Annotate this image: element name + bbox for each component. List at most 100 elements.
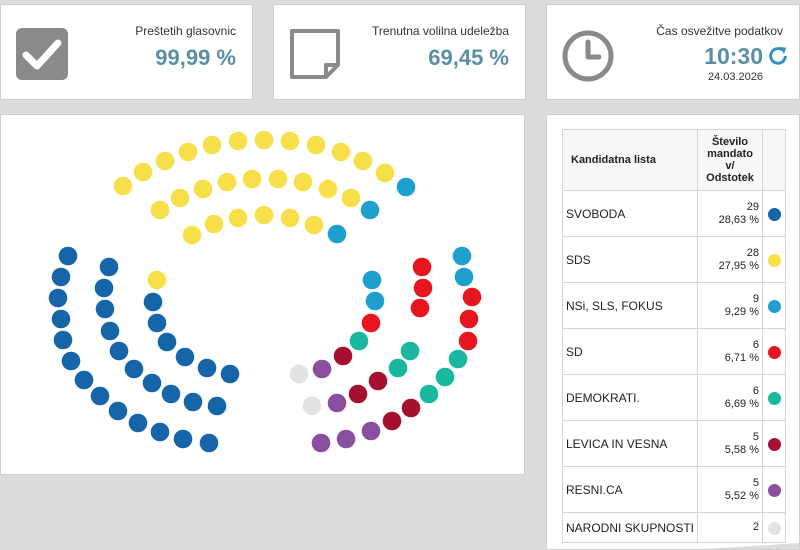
seat-dot	[327, 224, 347, 244]
seat-dot	[204, 214, 224, 234]
seat-dot	[182, 225, 202, 245]
seat-dot	[341, 188, 361, 208]
party-result: 28 27,95 %	[697, 236, 763, 283]
party-color-dot	[767, 253, 781, 267]
seat-dot	[333, 346, 353, 366]
seat-dot	[155, 151, 175, 171]
party-result: 9 9,29 %	[697, 282, 763, 329]
seat-dot	[161, 384, 181, 404]
refresh-time-label: Čas osvežitve podatkov	[656, 24, 783, 38]
table-row: SDS 28 27,95 %	[562, 236, 786, 283]
party-color-dot	[767, 207, 781, 221]
counted-ballots-value: 99,99 %	[155, 45, 236, 70]
table-row: LEVICA IN VESNA 5 5,58 %	[562, 420, 786, 467]
party-result: 6 6,71 %	[697, 328, 763, 375]
seat-dot	[349, 331, 369, 351]
seat-hemicycle	[48, 130, 482, 453]
seat-dot	[268, 169, 288, 189]
seat-dot	[280, 208, 300, 228]
turnout-value: 69,45 %	[428, 45, 509, 70]
seat-dot	[304, 215, 324, 235]
seat-dot	[178, 142, 198, 162]
party-name: SDS	[562, 236, 698, 283]
party-name: DEMOKRATI.	[562, 374, 698, 421]
seat-dot	[143, 292, 163, 312]
seat-dot	[142, 373, 162, 393]
party-color-dot	[767, 483, 781, 497]
card-corner	[704, 543, 799, 549]
seat-dot	[124, 359, 144, 379]
party-color-dot	[767, 299, 781, 313]
party-name: NSi, SLS, FOKUS	[562, 282, 698, 329]
seat-dot	[150, 422, 170, 442]
table-row: SVOBODA 29 28,63 %	[562, 190, 786, 237]
seat-dot	[133, 162, 153, 182]
seat-dot	[280, 131, 300, 151]
seat-dot	[94, 278, 114, 298]
seat-dot	[462, 287, 482, 307]
seat-dot	[382, 411, 402, 431]
seat-dot	[147, 313, 167, 333]
refresh-date: 24.03.2026	[707, 71, 763, 83]
header-color	[762, 129, 786, 191]
seat-dot	[348, 384, 368, 404]
party-result: 2	[697, 512, 763, 543]
seat-dot	[207, 396, 227, 416]
table-row: RESNI.CA 5 5,52 %	[562, 466, 786, 513]
seat-dot	[173, 429, 193, 449]
seat-distribution-chart	[0, 114, 525, 475]
seat-dot	[58, 246, 78, 266]
seat-dot	[51, 267, 71, 287]
seat-dot	[318, 179, 338, 199]
seat-dot	[228, 208, 248, 228]
party-name: SD	[562, 328, 698, 375]
party-result: 29 28,63 %	[697, 190, 763, 237]
seat-dot	[362, 270, 382, 290]
turnout-card: Trenutna volilna udeležba 69,45 %	[273, 4, 526, 100]
seat-dot	[419, 384, 439, 404]
seat-dot	[199, 433, 219, 453]
seat-dot	[396, 177, 416, 197]
seat-dot	[175, 347, 195, 367]
seat-dot	[61, 351, 81, 371]
seat-dot	[401, 398, 421, 418]
results-table: Kandidatna lista Število mandato v/ Odst…	[562, 129, 786, 543]
party-name: RESNI.CA	[562, 466, 698, 513]
seat-dot	[448, 349, 468, 369]
party-color-dot	[767, 345, 781, 359]
seat-dot	[147, 270, 167, 290]
seat-dot	[99, 257, 119, 277]
seat-dot	[435, 367, 455, 387]
seat-dot	[157, 332, 177, 352]
party-result: 6 6,69 %	[697, 374, 763, 421]
seat-dot	[170, 188, 190, 208]
seat-dot	[193, 179, 213, 199]
seat-dot	[128, 413, 148, 433]
seat-dot	[108, 401, 128, 421]
seat-dot	[302, 396, 322, 416]
seat-dot	[228, 131, 248, 151]
seat-dot	[293, 172, 313, 192]
seat-dot	[336, 429, 356, 449]
seat-dot	[306, 135, 326, 155]
refresh-time-value: 10:30	[704, 43, 763, 69]
seat-dot	[410, 298, 430, 318]
seat-dot	[454, 267, 474, 287]
clock-icon	[562, 30, 614, 82]
seat-dot	[197, 358, 217, 378]
seat-dot	[95, 299, 115, 319]
checkmark-icon	[16, 28, 68, 80]
counted-ballots-label: Preštetih glasovnic	[135, 24, 236, 38]
header-list: Kandidatna lista	[562, 129, 698, 191]
seat-dot	[388, 358, 408, 378]
party-name: SVOBODA	[562, 190, 698, 237]
seat-dot	[254, 130, 274, 150]
results-table-card: Kandidatna lista Število mandato v/ Odst…	[546, 114, 800, 550]
seat-dot	[113, 176, 133, 196]
seat-dot	[109, 341, 129, 361]
refresh-icon[interactable]	[767, 45, 789, 67]
seat-dot	[289, 364, 309, 384]
seat-dot	[312, 359, 332, 379]
seat-dot	[412, 257, 432, 277]
table-row: NSi, SLS, FOKUS 9 9,29 %	[562, 282, 786, 329]
